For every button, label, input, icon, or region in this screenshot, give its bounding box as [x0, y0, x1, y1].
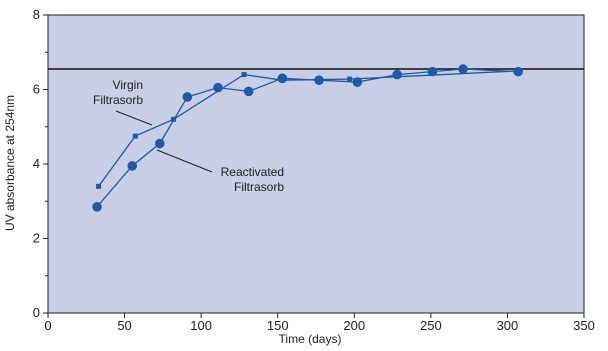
y-tick-label: 2: [33, 231, 40, 246]
plot-area: [47, 14, 585, 314]
data-point-reactivated-filtrasorb: [243, 86, 254, 97]
data-point-virgin-filtrasorb: [132, 133, 138, 139]
data-point-reactivated-filtrasorb: [392, 69, 402, 80]
annotation-reactivated-line1: Reactivated: [221, 165, 284, 179]
y-tick-label: 6: [33, 82, 40, 97]
y-tick-label: 0: [33, 305, 40, 320]
data-point-reactivated-filtrasorb: [92, 202, 102, 212]
data-point-virgin-filtrasorb: [347, 76, 353, 82]
x-tick-label: 100: [190, 318, 212, 333]
data-point-reactivated-filtrasorb: [213, 82, 223, 93]
data-point-virgin-filtrasorb: [241, 72, 247, 78]
x-axis-title: Time (days): [279, 332, 342, 346]
x-tick-label: 250: [420, 318, 442, 333]
data-point-reactivated-filtrasorb: [127, 161, 138, 171]
axes: 0 50 100 150 200 250 300 350 0 2 4 6 8: [33, 7, 595, 333]
data-point-reactivated-filtrasorb: [513, 66, 523, 77]
data-point-reactivated-filtrasorb: [277, 73, 288, 84]
data-point-reactivated-filtrasorb: [458, 64, 468, 74]
annotation-reactivated-line2: Filtrasorb: [234, 180, 284, 194]
data-point-virgin-filtrasorb: [96, 183, 102, 189]
x-tick-label: 350: [573, 318, 595, 333]
data-point-reactivated-filtrasorb: [427, 66, 438, 77]
y-tick-label: 8: [33, 7, 40, 22]
y-tick-label: 4: [33, 156, 40, 171]
x-tick-label: 300: [497, 318, 519, 333]
series-reactivated-filtrasorb: [92, 64, 523, 212]
data-point-reactivated-filtrasorb: [314, 75, 324, 85]
x-tick-label: 200: [343, 318, 365, 333]
annotation-virgin-line1: Virgin: [113, 78, 143, 92]
data-point-reactivated-filtrasorb: [182, 92, 193, 102]
series-layer: [92, 64, 523, 212]
annotation-virgin-line2: Filtrasorb: [93, 93, 143, 107]
x-tick-label: 50: [117, 318, 131, 333]
y-axis-title: UV absorbance at 254nm: [3, 95, 17, 231]
x-tick-label: 150: [267, 318, 289, 333]
annotation-reactivated-leader: [156, 149, 213, 173]
x-tick-label: 0: [44, 318, 51, 333]
data-point-reactivated-filtrasorb: [352, 77, 363, 87]
annotation-virgin-leader: [115, 110, 153, 126]
data-point-reactivated-filtrasorb: [154, 138, 165, 149]
